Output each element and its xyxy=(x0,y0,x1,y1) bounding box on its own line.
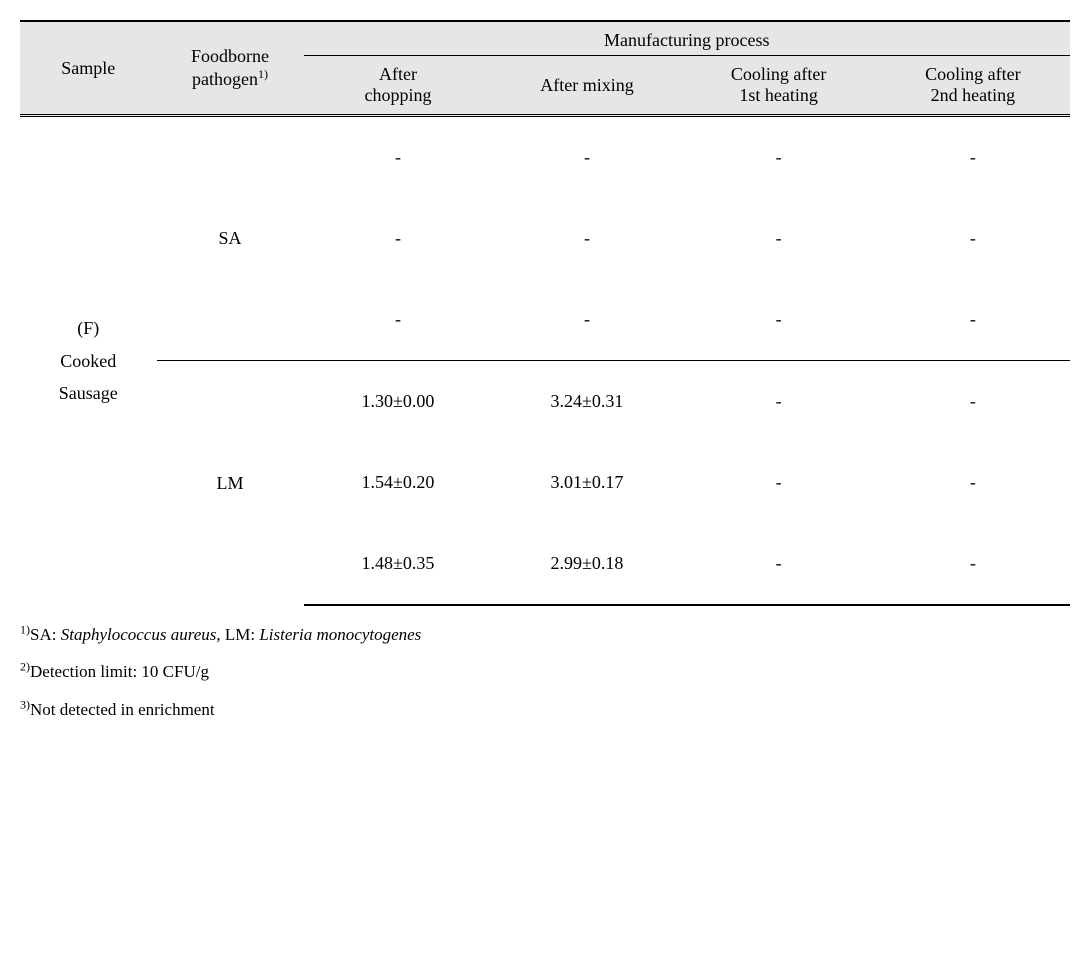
cell: - xyxy=(682,198,876,279)
cell: 3.24±0.31 xyxy=(493,361,682,442)
cell: - xyxy=(876,279,1070,361)
header-after-mixing: After mixing xyxy=(493,56,682,116)
cell: - xyxy=(876,361,1070,442)
cell: - xyxy=(493,116,682,199)
footnote-2: 2)Detection limit: 10 CFU/g xyxy=(20,653,1070,690)
header-after-chopping: Afterchopping xyxy=(304,56,493,116)
pathogen-lm: LM xyxy=(157,361,304,605)
header-cooling-2: Cooling after2nd heating xyxy=(876,56,1070,116)
header-cooling-1: Cooling after1st heating xyxy=(682,56,876,116)
cell: - xyxy=(876,198,1070,279)
footnote-1: 1)SA: Staphylococcus aureus, LM: Listeri… xyxy=(20,616,1070,653)
pathogen-sa: SA xyxy=(157,116,304,361)
cell: 1.30±0.00 xyxy=(304,361,493,442)
cell: 1.54±0.20 xyxy=(304,442,493,523)
cell: - xyxy=(304,198,493,279)
cell: - xyxy=(493,198,682,279)
table-row: LM 1.30±0.00 3.24±0.31 - - xyxy=(20,361,1070,442)
cell: - xyxy=(682,523,876,605)
header-group: Manufacturing process xyxy=(304,21,1071,56)
cell: - xyxy=(493,279,682,361)
cell: - xyxy=(304,279,493,361)
sample-cell: (F) Cooked Sausage xyxy=(20,116,157,606)
pathogen-table: Sample Foodborne pathogen1) Manufacturin… xyxy=(20,20,1070,606)
cell: - xyxy=(682,279,876,361)
cell: 3.01±0.17 xyxy=(493,442,682,523)
cell: - xyxy=(876,442,1070,523)
table-row: (F) Cooked Sausage SA - - - - xyxy=(20,116,1070,199)
cell: - xyxy=(682,442,876,523)
cell: - xyxy=(682,116,876,199)
cell: - xyxy=(876,523,1070,605)
cell: - xyxy=(682,361,876,442)
cell: - xyxy=(876,116,1070,199)
header-sample: Sample xyxy=(20,21,157,116)
cell: 2.99±0.18 xyxy=(493,523,682,605)
cell: - xyxy=(304,116,493,199)
footnotes: 1)SA: Staphylococcus aureus, LM: Listeri… xyxy=(20,616,1070,728)
header-pathogen: Foodborne pathogen1) xyxy=(157,21,304,116)
cell: 1.48±0.35 xyxy=(304,523,493,605)
footnote-3: 3)Not detected in enrichment xyxy=(20,691,1070,728)
